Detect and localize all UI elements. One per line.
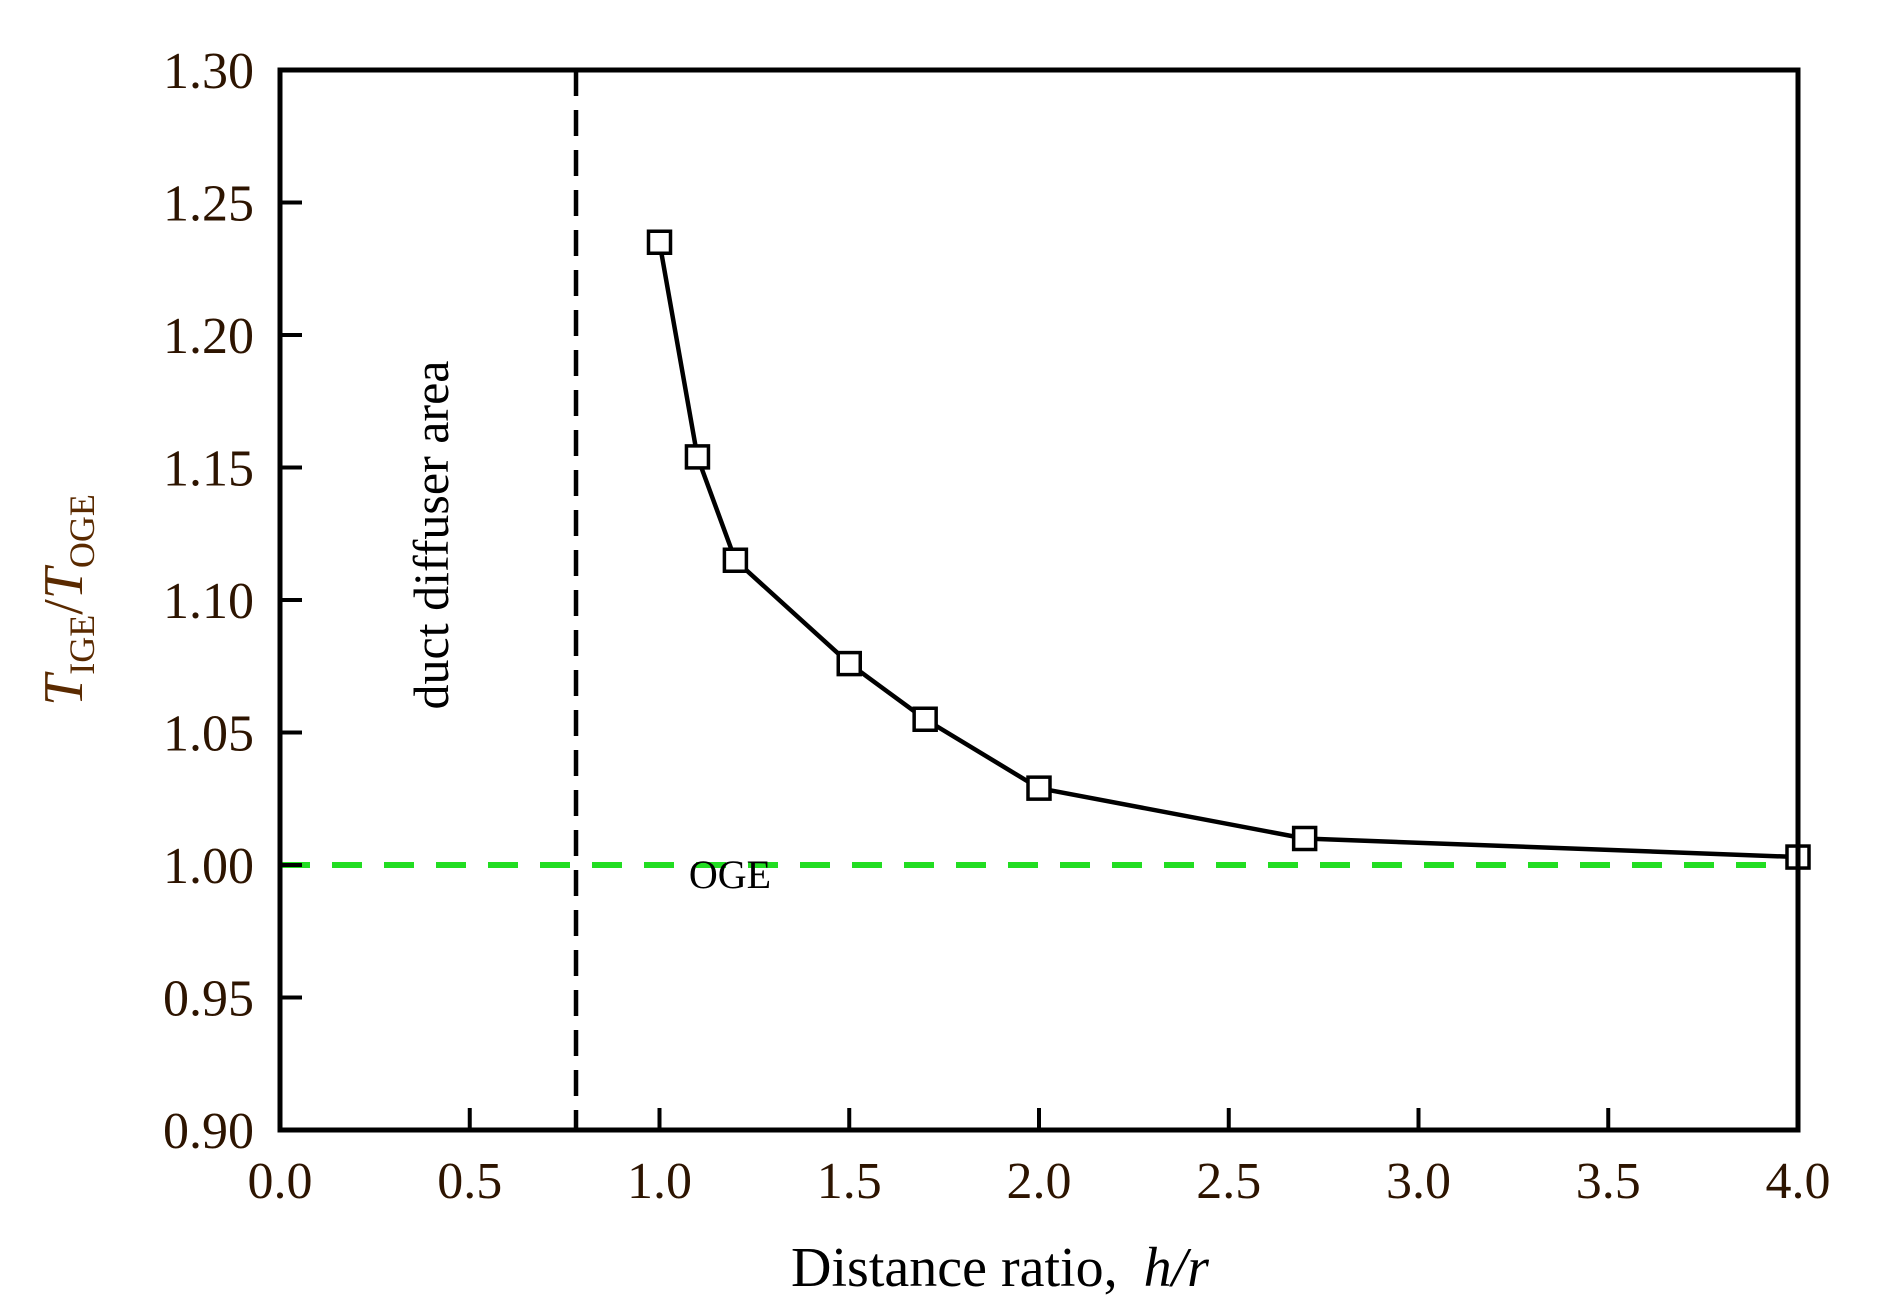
y-tick-labels: 0.90 0.95 1.00 1.05 1.10 1.15 1.20 1.25 1.30 <box>163 43 254 1160</box>
y-tick-label: 1.00 <box>163 838 254 895</box>
x-tick-label: 1.0 <box>627 1153 692 1210</box>
data-point-6 <box>1291 825 1318 852</box>
plot-frame <box>277 67 1801 1133</box>
oge-label: OGE <box>689 852 771 897</box>
y-tick-label: 1.25 <box>163 176 254 233</box>
axis-ticks <box>278 68 1800 1132</box>
series-layer <box>646 229 1811 870</box>
y-label-sub2: OGE <box>62 494 102 568</box>
y-tick-label: 1.20 <box>163 308 254 365</box>
x-axis-label-text: Distance ratio, <box>791 1237 1118 1299</box>
x-tick-labels: 0.0 0.5 1.0 1.5 2.0 2.5 3.0 3.5 4.0 <box>248 1153 1831 1210</box>
data-point-0 <box>646 229 673 255</box>
y-label-slash: / <box>33 599 95 615</box>
x-axis-label: Distance ratio, h/r <box>791 1237 1209 1299</box>
data-point-5 <box>1026 775 1052 801</box>
duct-diffuser-area-label: duct diffuser area <box>403 361 459 710</box>
x-tick-label: 0.5 <box>437 1153 502 1210</box>
y-tick-label: 0.95 <box>163 971 254 1028</box>
data-point-2 <box>722 547 749 573</box>
x-tick-label: 3.5 <box>1576 1153 1641 1210</box>
x-tick-label: 0.0 <box>248 1153 313 1210</box>
data-point-3 <box>836 650 862 677</box>
x-tick-label: 2.0 <box>1007 1153 1072 1210</box>
x-tick-label: 3.0 <box>1386 1153 1451 1210</box>
y-tick-label: 1.10 <box>163 573 254 630</box>
x-tick-label: 1.5 <box>817 1153 882 1210</box>
data-point-1 <box>684 444 711 470</box>
x-tick-label: 2.5 <box>1196 1153 1261 1210</box>
y-tick-label: 0.90 <box>163 1103 254 1160</box>
data-point-4 <box>912 706 938 732</box>
x-axis-label-italic: h/r <box>1144 1237 1210 1299</box>
y-axis-label: TIGE/TOGE <box>33 494 102 706</box>
series-line-0 <box>657 241 1799 860</box>
x-tick-label: 4.0 <box>1766 1153 1831 1210</box>
y-label-sub1: IGE <box>62 615 102 675</box>
y-tick-label: 1.15 <box>163 441 254 498</box>
y-label-t2: T <box>33 564 95 599</box>
reference-lines <box>280 70 1798 1130</box>
y-tick-label: 1.05 <box>163 706 254 763</box>
y-tick-label: 1.30 <box>163 43 254 100</box>
y-label-t1: T <box>33 671 95 706</box>
